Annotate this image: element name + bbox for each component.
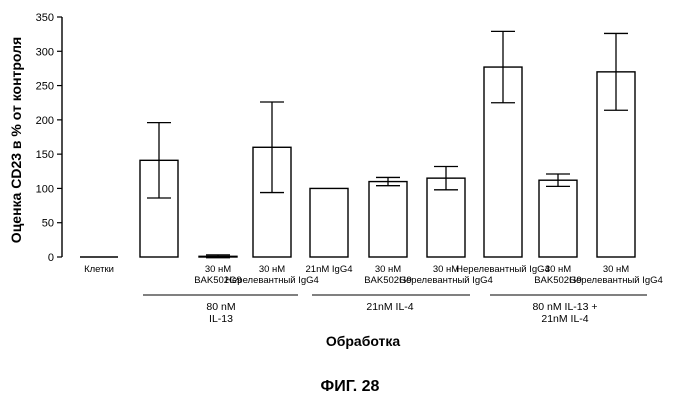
category-label: 30 нМ bbox=[259, 264, 285, 275]
category-label: 21nM IgG4 bbox=[306, 264, 353, 275]
category-label: Нерелевантный IgG4 bbox=[225, 275, 319, 286]
y-tick-label: 100 bbox=[36, 183, 54, 195]
y-ticks: 0 50 100 150 200 250 300 350 bbox=[36, 12, 62, 264]
category-label: Нерелевантный IgG4 bbox=[456, 264, 550, 275]
y-tick-label: 200 bbox=[36, 115, 54, 127]
bar bbox=[369, 182, 407, 257]
category-label: 30 нМ bbox=[603, 264, 629, 275]
category-labels: Клетки30 нМBAK502G930 нМНерелевантный Ig… bbox=[84, 264, 663, 286]
y-tick-label: 50 bbox=[42, 218, 54, 230]
x-axis-label: Обработка bbox=[326, 333, 401, 349]
category-label: 30 нМ bbox=[545, 264, 571, 275]
category-label: 30 нМ bbox=[375, 264, 401, 275]
y-tick-label: 350 bbox=[36, 12, 54, 24]
group-label: 80 nM bbox=[206, 301, 235, 313]
group-label: 21nM IL-4 bbox=[366, 301, 413, 313]
group-label: 21nM IL-4 bbox=[541, 313, 588, 325]
group-label: IL-13 bbox=[209, 313, 233, 325]
y-tick-label: 150 bbox=[36, 149, 54, 161]
bars bbox=[80, 67, 635, 257]
category-label: 30 нМ bbox=[205, 264, 231, 275]
figure-caption: ФИГ. 28 bbox=[321, 378, 380, 395]
y-axis-label: Оценка CD23 в % от контроля bbox=[8, 37, 24, 243]
category-label: Клетки bbox=[84, 264, 114, 275]
category-label: Нерелевантный IgG4 bbox=[569, 275, 663, 286]
group-labels: 80 nMIL-1321nM IL-480 nM IL-13 +21nM IL-… bbox=[143, 295, 647, 325]
y-tick-label: 250 bbox=[36, 81, 54, 93]
bar bbox=[539, 180, 577, 257]
bar bbox=[310, 188, 348, 257]
y-tick-label: 0 bbox=[48, 252, 54, 264]
y-tick-label: 300 bbox=[36, 46, 54, 58]
category-label: Нерелевантный IgG4 bbox=[399, 275, 493, 286]
group-label: 80 nM IL-13 + bbox=[532, 301, 597, 313]
